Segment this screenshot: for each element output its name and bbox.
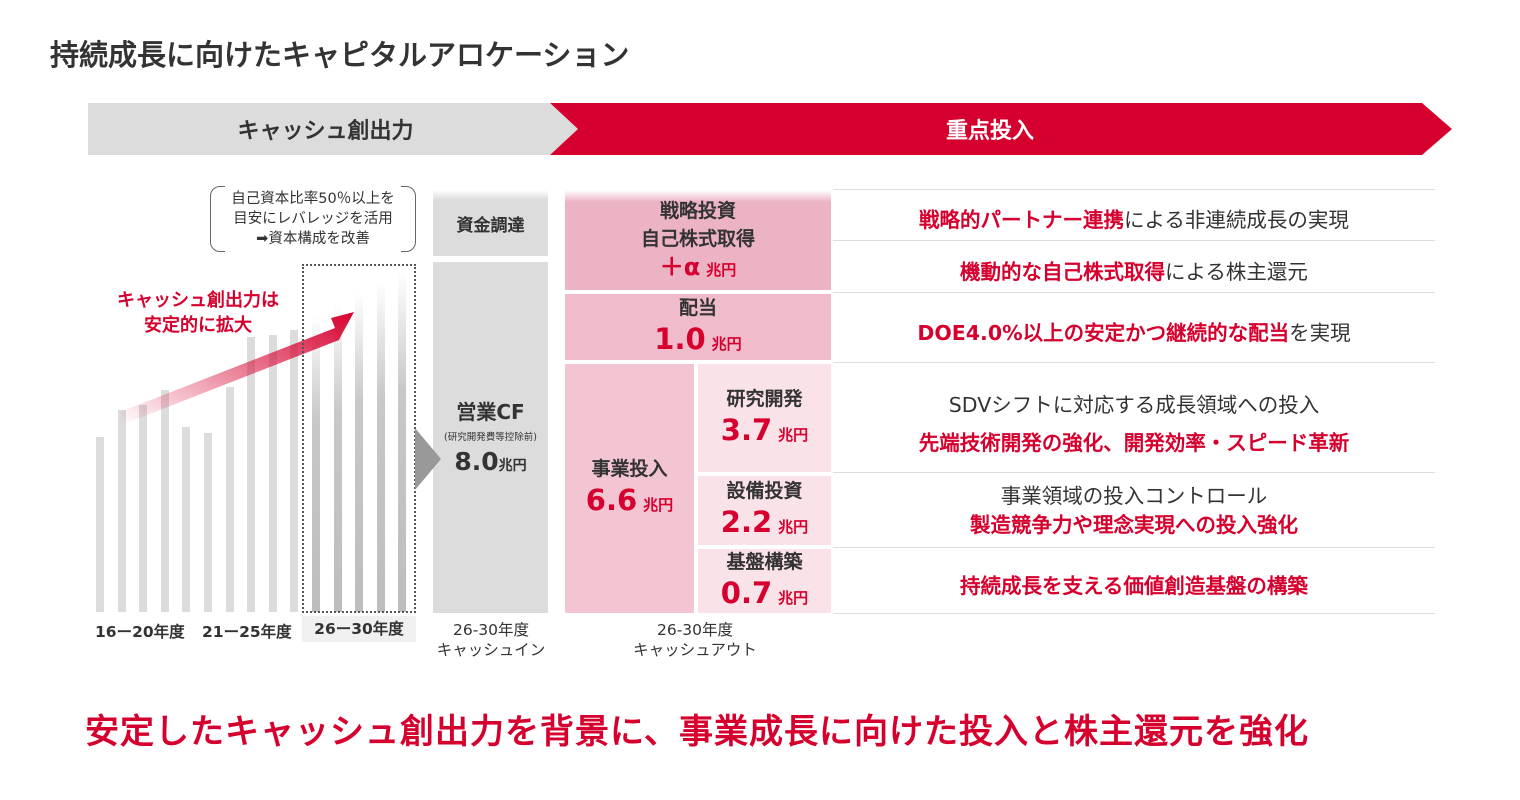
description-text: による非連続成長の実現 xyxy=(1124,208,1349,232)
leverage-note: 自己資本比率50％以上を 目安にレバレッジを活用 ➡資本構成を改善 xyxy=(210,185,416,253)
operating-cf-label: 営業CF xyxy=(456,400,525,424)
unit: 兆円 xyxy=(711,334,742,353)
box-value: 3.7 xyxy=(720,412,773,447)
divider xyxy=(833,613,1435,614)
operating-cf-value: 8.0 xyxy=(454,447,499,476)
description-emphasis: DOE4.0%以上の安定かつ継続的な配当 xyxy=(917,321,1290,345)
trend-label: キャッシュ創出力は 安定的に拡大 xyxy=(92,288,304,338)
divider xyxy=(833,189,1435,190)
cash-bar xyxy=(290,330,299,612)
box-label: 研究開発 xyxy=(726,387,803,410)
cash-bar xyxy=(96,437,104,612)
cash-bar xyxy=(204,433,212,612)
caption-line: キャッシュイン xyxy=(436,641,546,659)
page-title: 持続成長に向けたキャピタルアロケーション xyxy=(50,38,630,72)
foundation-box: 基盤構築 0.7 兆円 xyxy=(698,549,831,613)
caption-line: キャッシュアウト xyxy=(633,641,757,659)
unit: 兆円 xyxy=(778,518,809,536)
dividend-box: 配当 1.0 兆円 xyxy=(565,294,831,360)
cash-bar xyxy=(333,305,342,612)
box-value: ＋α xyxy=(659,252,701,281)
note-line: ➡資本構成を改善 xyxy=(256,231,370,247)
forecast-period-box xyxy=(302,264,416,613)
box-label: 戦略投資 xyxy=(659,199,736,222)
box-label: 設備投資 xyxy=(726,480,803,502)
box-label: 事業投入 xyxy=(591,458,668,480)
business-investment-box: 事業投入 6.6 兆円 xyxy=(565,364,694,613)
description-text: による株主還元 xyxy=(1165,260,1308,284)
funding-box: 資金調達 xyxy=(433,190,548,256)
cash-bar xyxy=(225,387,234,612)
description-emphasis: 製造競争力や理念実現への投入強化 xyxy=(970,513,1298,537)
period-label: 21ー25年度 xyxy=(202,623,292,641)
banner-left-label: キャッシュ創出力 xyxy=(237,119,414,144)
description-text: を実現 xyxy=(1289,321,1351,345)
capex-box: 設備投資 2.2 兆円 xyxy=(698,476,831,545)
description-row: 持続成長を支える価値創造基盤の構築 xyxy=(833,569,1435,599)
description-text: SDVシフトに対応する成長領域への投入 xyxy=(948,393,1320,417)
cash-bar xyxy=(376,282,385,612)
unit: 兆円 xyxy=(706,260,737,279)
description-emphasis: 先端技術開発の強化、開発効率・スピード革新 xyxy=(918,431,1350,455)
description-text: 事業領域の投入コントロール xyxy=(1000,484,1268,508)
operating-cf-note: (研究開発費等控除前) xyxy=(444,432,537,443)
description-emphasis: 機動的な自己株式取得 xyxy=(960,260,1166,284)
unit: 兆円 xyxy=(778,588,809,607)
cash-out-caption: 26-30年度キャッシュアウト xyxy=(610,620,780,660)
banner-priority-investment xyxy=(550,103,1452,155)
cash-bar xyxy=(139,405,148,612)
unit: 兆円 xyxy=(643,496,674,514)
divider xyxy=(833,292,1435,293)
period-label: 26ー30年度 xyxy=(302,616,416,642)
cash-bar xyxy=(398,272,407,612)
rd-box: 研究開発 3.7 兆円 xyxy=(698,364,831,472)
description-emphasis: 持続成長を支える価値創造基盤の構築 xyxy=(960,574,1308,598)
caption-line: 26-30年度 xyxy=(452,621,530,639)
description-row: 事業領域の投入コントロール製造競争力や理念実現への投入強化 xyxy=(833,482,1435,540)
period-label: 16ー20年度 xyxy=(95,623,185,641)
trend-label-line: 安定的に拡大 xyxy=(144,315,252,336)
trend-label-line: キャッシュ創出力は xyxy=(117,290,279,311)
divider xyxy=(833,472,1435,473)
divider xyxy=(833,240,1435,241)
caption-line: 26-30年度 xyxy=(656,621,734,639)
note-line: 目安にレバレッジを活用 xyxy=(233,211,393,227)
cash-bar xyxy=(160,390,169,612)
description-row: 機動的な自己株式取得による株主還元 xyxy=(833,255,1435,285)
description-row: SDVシフトに対応する成長領域への投入先端技術開発の強化、開発効率・スピード革新 xyxy=(833,386,1435,462)
operating-cf-box: 営業CF (研究開発費等控除前) 8.0兆円 xyxy=(433,262,548,613)
unit: 兆円 xyxy=(778,425,809,444)
cash-in-caption: 26-30年度 キャッシュイン xyxy=(425,620,557,660)
cash-bar xyxy=(247,337,256,612)
box-value: 1.0 xyxy=(654,321,706,356)
banner-right-label: 重点投入 xyxy=(945,119,1034,144)
note-line: 自己資本比率50％以上を xyxy=(231,191,395,207)
box-value: 2.2 xyxy=(720,505,773,539)
cash-bar xyxy=(355,292,364,612)
cash-bar xyxy=(182,427,191,612)
description-row: DOE4.0%以上の安定かつ継続的な配当を実現 xyxy=(833,316,1435,346)
box-label: 配当 xyxy=(678,296,717,319)
box-label: 基盤構築 xyxy=(726,550,803,573)
strategic-investment-box: 戦略投資 自己株式取得 ＋α 兆円 xyxy=(565,190,831,290)
box-value: 0.7 xyxy=(720,575,773,610)
cash-bar xyxy=(312,315,320,612)
divider xyxy=(833,362,1435,363)
divider xyxy=(833,547,1435,548)
cash-bar xyxy=(117,410,126,612)
description-emphasis: 戦略的パートナー連携 xyxy=(919,208,1125,232)
slogan: 安定したキャッシュ創出力を背景に、事業成長に向けた投入と株主還元を強化 xyxy=(85,712,1309,752)
trend-arrow-icon xyxy=(120,312,354,424)
box-label: 自己株式取得 xyxy=(640,227,755,250)
banner-cash-generation xyxy=(88,103,578,155)
description-row: 戦略的パートナー連携による非連続成長の実現 xyxy=(833,203,1435,233)
box-value: 6.6 xyxy=(585,483,638,517)
cash-bar xyxy=(268,335,277,612)
unit: 兆円 xyxy=(498,458,527,474)
